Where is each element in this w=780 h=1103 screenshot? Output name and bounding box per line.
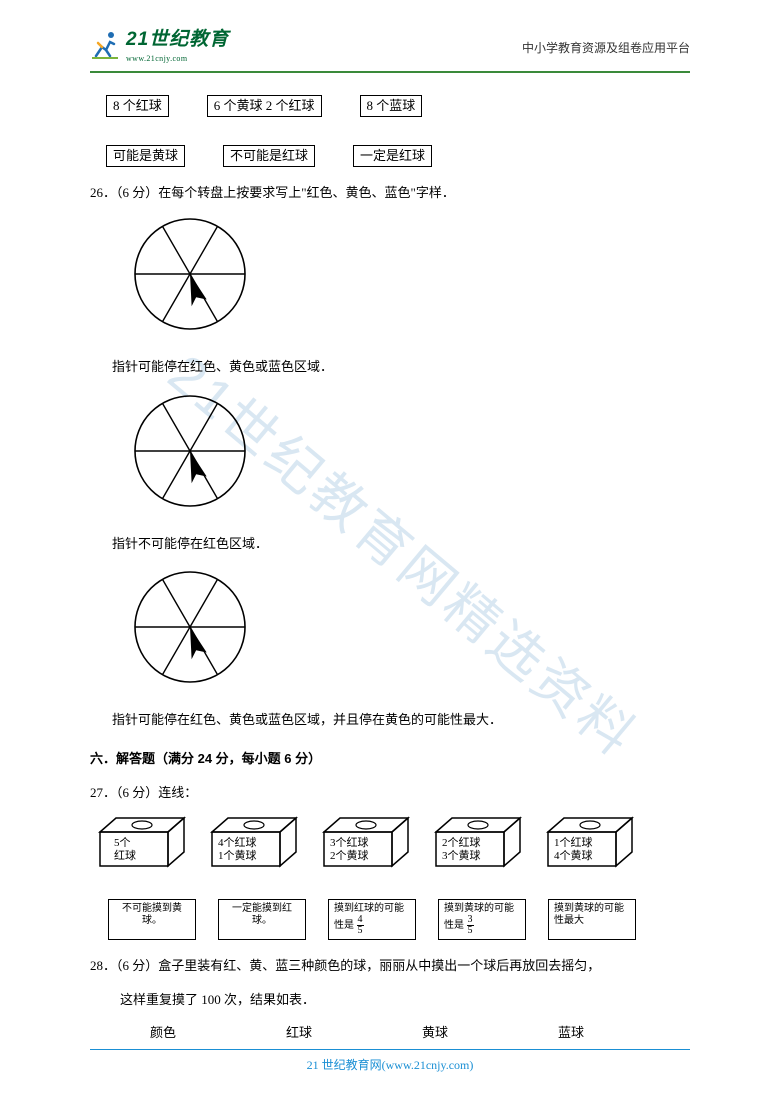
runner-icon	[90, 30, 120, 65]
svg-text:2个黄球: 2个黄球	[330, 848, 369, 862]
header-subtitle: 中小学教育资源及组卷应用平台	[522, 39, 690, 56]
spinner-3	[130, 567, 690, 698]
iso-box: 5个 红球	[98, 816, 190, 885]
spinner-2-caption: 指针不可能停在红色区域．	[112, 528, 690, 559]
question-27: 27．（6 分）连线：	[90, 777, 690, 808]
iso-box: 3个红球 2个黄球	[322, 816, 414, 885]
svg-text:4个红球: 4个红球	[218, 835, 257, 849]
spinner-2	[130, 391, 690, 522]
table-col: 蓝球	[558, 1017, 584, 1048]
spinner-1	[130, 214, 690, 345]
spinner-3-caption: 指针可能停在红色、黄色或蓝色区域，并且停在黄色的可能性最大．	[112, 704, 690, 735]
svg-text:1个黄球: 1个黄球	[218, 848, 257, 862]
page: 21世纪教育 www.21cnjy.com 中小学教育资源及组卷应用平台 8 个…	[0, 0, 780, 1103]
q27-labels: 不可能摸到黄球。 一定能摸到红球。 摸到红球的可能性是 45 摸到黄球的可能性是…	[108, 899, 690, 941]
table-col: 红球	[286, 1017, 312, 1048]
question-26: 26．（6 分）在每个转盘上按要求写上"红色、黄色、蓝色"字样．	[90, 177, 690, 208]
answer-label: 摸到黄球的可能性最大	[548, 899, 636, 941]
svg-text:3个红球: 3个红球	[330, 835, 369, 849]
page-header: 21世纪教育 www.21cnjy.com 中小学教育资源及组卷应用平台	[90, 30, 690, 73]
question-28-line2: 这样重复摸了 100 次，结果如表．	[120, 984, 690, 1015]
logo-main-text: 21世纪教育	[126, 29, 229, 50]
svg-text:4个黄球: 4个黄球	[554, 848, 593, 862]
answer-label: 摸到黄球的可能性是 35	[438, 899, 526, 941]
q27-boxes: 5个 红球 4个红球 1个黄球	[98, 816, 690, 885]
answer-label: 一定能摸到红球。	[218, 899, 306, 941]
question-28-line1: 28．（6 分）盒子里装有红、黄、蓝三种颜色的球，丽丽从中摸出一个球后再放回去摇…	[90, 950, 690, 981]
svg-text:3个黄球: 3个黄球	[442, 848, 481, 862]
iso-box: 2个红球 3个黄球	[434, 816, 526, 885]
svg-text:2个红球: 2个红球	[442, 835, 481, 849]
page-footer: 21 世纪教育网(www.21cnjy.com)	[90, 1049, 690, 1073]
table-col: 黄球	[422, 1017, 448, 1048]
option-box: 8 个蓝球	[360, 95, 423, 117]
option-box: 一定是红球	[353, 145, 432, 167]
option-box: 可能是黄球	[106, 145, 185, 167]
answer-label: 摸到红球的可能性是 45	[328, 899, 416, 941]
spinner-1-caption: 指针可能停在红色、黄色或蓝色区域．	[112, 351, 690, 382]
svg-text:1个红球: 1个红球	[554, 835, 593, 849]
answer-label: 不可能摸到黄球。	[108, 899, 196, 941]
option-row-2: 可能是黄球 不可能是红球 一定是红球	[106, 145, 690, 167]
content-area: 8 个红球 6 个黄球 2 个红球 8 个蓝球 可能是黄球 不可能是红球 一定是…	[90, 95, 690, 1048]
option-box: 6 个黄球 2 个红球	[207, 95, 322, 117]
option-row-1: 8 个红球 6 个黄球 2 个红球 8 个蓝球	[106, 95, 690, 117]
q28-table-header: 颜色 红球 黄球 蓝球	[150, 1017, 690, 1048]
section-6-heading: 六．解答题（满分 24 分，每小题 6 分）	[90, 743, 690, 774]
option-box: 8 个红球	[106, 95, 169, 117]
svg-text:红球: 红球	[114, 848, 136, 862]
logo: 21世纪教育 www.21cnjy.com	[90, 30, 229, 65]
iso-box: 1个红球 4个黄球	[546, 816, 638, 885]
option-box: 不可能是红球	[223, 145, 315, 167]
table-col: 颜色	[150, 1017, 176, 1048]
svg-text:5个: 5个	[114, 836, 131, 849]
iso-box: 4个红球 1个黄球	[210, 816, 302, 885]
logo-sub-text: www.21cnjy.com	[126, 54, 187, 63]
